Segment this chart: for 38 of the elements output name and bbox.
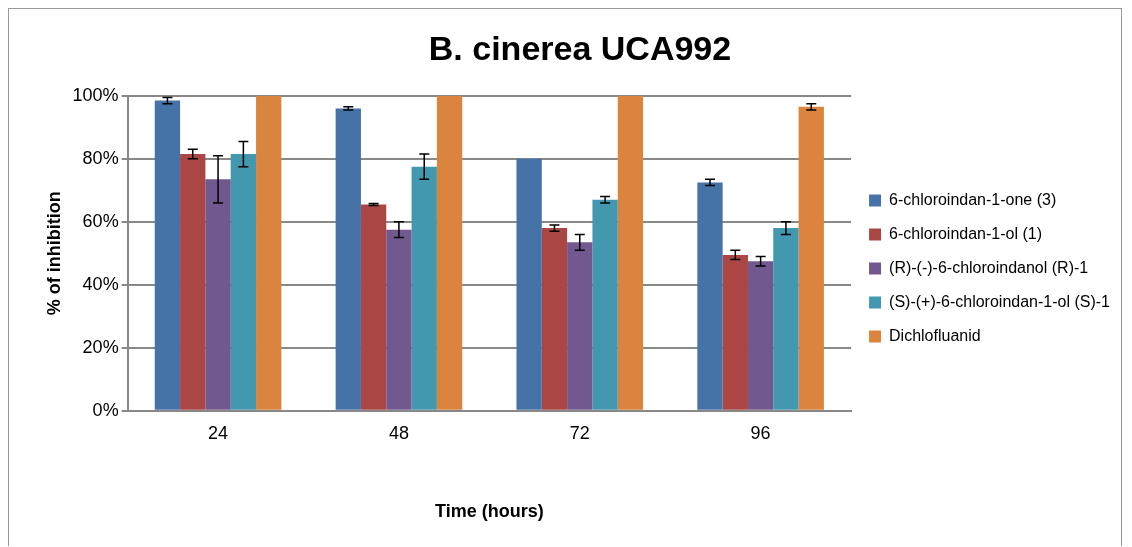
x-tick-label: 72 [569,422,590,443]
bar [722,254,748,410]
bar [154,100,181,410]
x-tick-label: 24 [208,422,229,443]
bar [773,228,799,410]
bar [697,182,723,410]
y-tick-label: 60% [82,210,119,231]
bar [516,158,542,410]
bar [360,204,387,410]
bar [798,106,824,410]
legend-label: (S)-(+)-6-chloroindan-1-ol (S)-1 [889,292,1111,310]
bar [567,242,593,410]
legend-label: 6-chloroindan-1-one (3) [889,190,1057,208]
bar [180,154,206,410]
bar [592,199,618,410]
bar [617,95,644,410]
x-tick-label: 96 [750,422,771,443]
x-tick-label: 48 [388,422,409,443]
x-axis-title: Time (hours) [435,501,544,522]
legend-label: (R)-(-)-6-chloroindanol (R)-1 [889,258,1089,276]
chart-title: B. cinerea UCA992 [428,28,732,67]
bar [256,95,282,410]
y-axis-title: % of inhibition [43,191,64,316]
legend-label: 6-chloroindan-1-ol (1) [889,224,1043,242]
y-tick-label: 40% [82,273,119,294]
bar [386,229,412,410]
bar [436,95,463,410]
y-tick-label: 100% [72,84,119,105]
bar [411,166,437,410]
y-tick-label: 80% [82,147,119,168]
bar [335,108,361,410]
bar [541,228,568,410]
legend-label: Dichlofluanid [889,326,981,344]
bar [230,154,257,410]
bar [747,261,774,410]
bar [205,179,231,410]
y-tick-label: 20% [82,336,119,357]
y-tick-label: 0% [92,399,119,420]
